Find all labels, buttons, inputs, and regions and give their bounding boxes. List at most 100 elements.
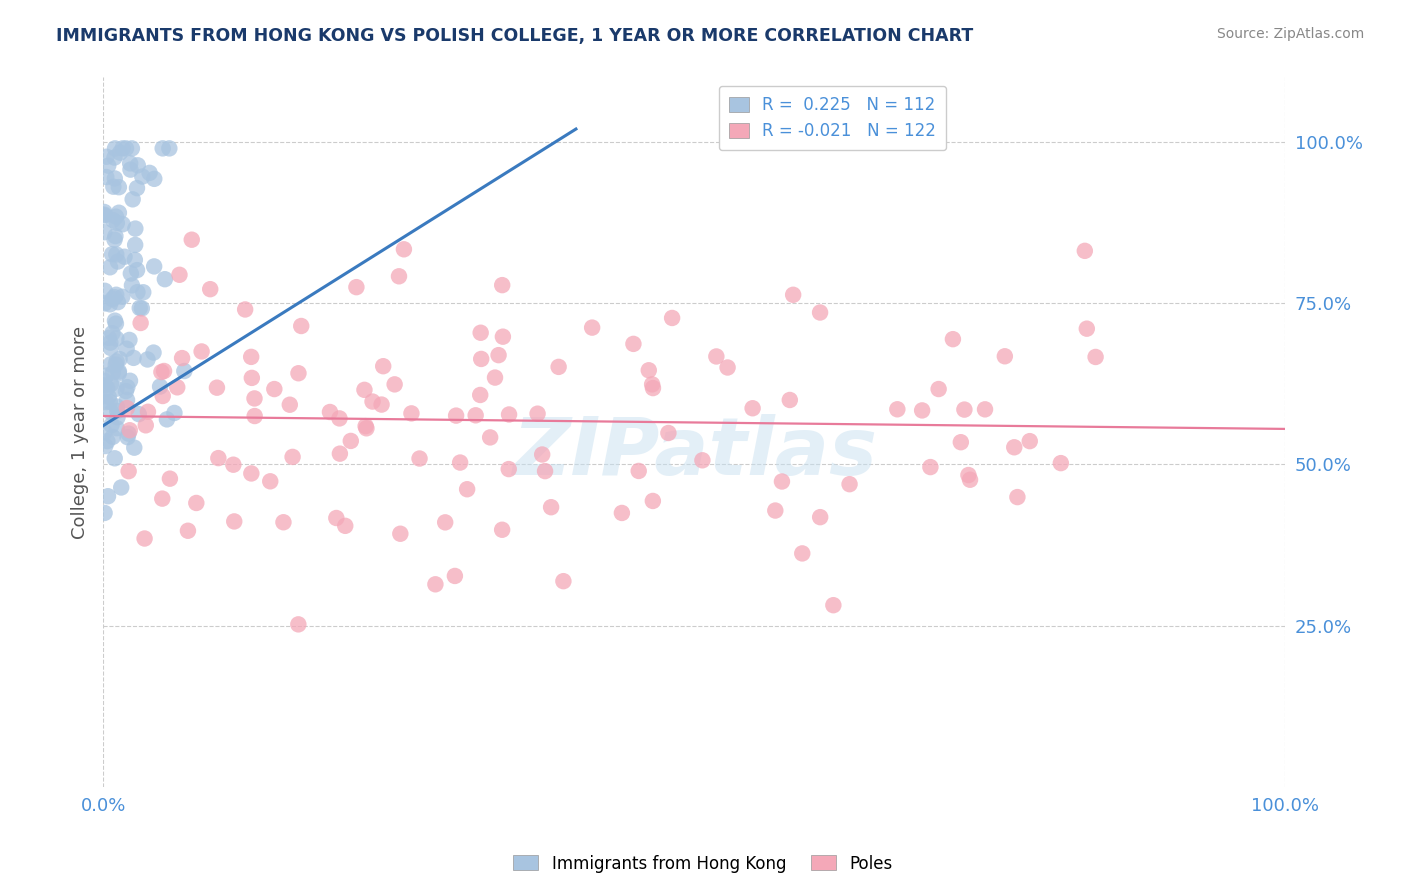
Legend: R =  0.225   N = 112, R = -0.021   N = 122: R = 0.225 N = 112, R = -0.021 N = 122 [718, 86, 946, 150]
Point [335, 518, 357, 533]
Point [105, 247, 128, 261]
Point [173, 364, 195, 378]
Point [373, 359, 395, 374]
Point [93, 425, 115, 440]
Y-axis label: College, 1 year or more: College, 1 year or more [72, 326, 89, 539]
Point [143, 260, 166, 274]
Point [392, 242, 415, 256]
Point [974, 402, 997, 417]
Point [449, 456, 471, 470]
Point [142, 345, 165, 359]
Point [108, 205, 131, 219]
Point [120, 162, 142, 177]
Point [384, 377, 406, 392]
Point [224, 515, 246, 529]
Point [361, 394, 384, 409]
Point [610, 506, 633, 520]
Point [120, 156, 142, 170]
Point [103, 290, 125, 304]
Point [104, 451, 127, 466]
Point [127, 158, 149, 172]
Point [401, 406, 423, 420]
Point [278, 398, 301, 412]
Point [957, 468, 980, 483]
Point [131, 301, 153, 316]
Point [172, 351, 194, 365]
Point [93, 205, 115, 219]
Point [121, 141, 143, 155]
Point [1084, 350, 1107, 364]
Point [105, 400, 128, 414]
Point [115, 141, 138, 155]
Point [287, 617, 309, 632]
Point [1074, 244, 1097, 258]
Point [1002, 440, 1025, 454]
Point [994, 349, 1017, 363]
Point [114, 250, 136, 264]
Point [115, 342, 138, 356]
Point [105, 287, 128, 301]
Point [124, 441, 146, 455]
Point [273, 515, 295, 529]
Point [782, 287, 804, 301]
Point [534, 464, 557, 478]
Point [190, 344, 212, 359]
Point [101, 247, 124, 261]
Point [263, 382, 285, 396]
Point [150, 491, 173, 506]
Point [118, 423, 141, 437]
Point [100, 405, 122, 419]
Point [115, 392, 138, 407]
Point [93, 506, 115, 520]
Point [98, 260, 121, 275]
Point [97, 159, 120, 173]
Point [128, 301, 150, 315]
Point [93, 374, 115, 388]
Point [319, 405, 342, 419]
Point [107, 295, 129, 310]
Point [108, 352, 131, 367]
Point [770, 475, 793, 489]
Point [808, 305, 831, 319]
Point [763, 503, 786, 517]
Point [353, 383, 375, 397]
Point [547, 359, 569, 374]
Point [356, 421, 378, 435]
Point [108, 366, 131, 380]
Point [325, 511, 347, 525]
Point [125, 263, 148, 277]
Point [152, 141, 174, 155]
Point [96, 169, 118, 184]
Point [243, 409, 266, 423]
Point [434, 516, 457, 530]
Point [128, 407, 150, 421]
Point [134, 532, 156, 546]
Point [205, 381, 228, 395]
Point [540, 500, 562, 515]
Point [177, 524, 200, 538]
Point [838, 477, 860, 491]
Point [641, 381, 664, 395]
Point [627, 464, 650, 478]
Point [657, 425, 679, 440]
Point [186, 496, 208, 510]
Point [93, 209, 115, 223]
Point [949, 435, 972, 450]
Point [94, 395, 117, 409]
Point [104, 317, 127, 331]
Point [105, 216, 128, 230]
Point [637, 363, 659, 377]
Point [132, 285, 155, 300]
Point [259, 475, 281, 489]
Point [444, 569, 467, 583]
Point [959, 473, 981, 487]
Point [153, 364, 176, 378]
Point [138, 166, 160, 180]
Point [100, 418, 122, 433]
Point [200, 282, 222, 296]
Point [581, 320, 603, 334]
Point [661, 310, 683, 325]
Point [100, 341, 122, 355]
Point [97, 390, 120, 404]
Point [163, 406, 186, 420]
